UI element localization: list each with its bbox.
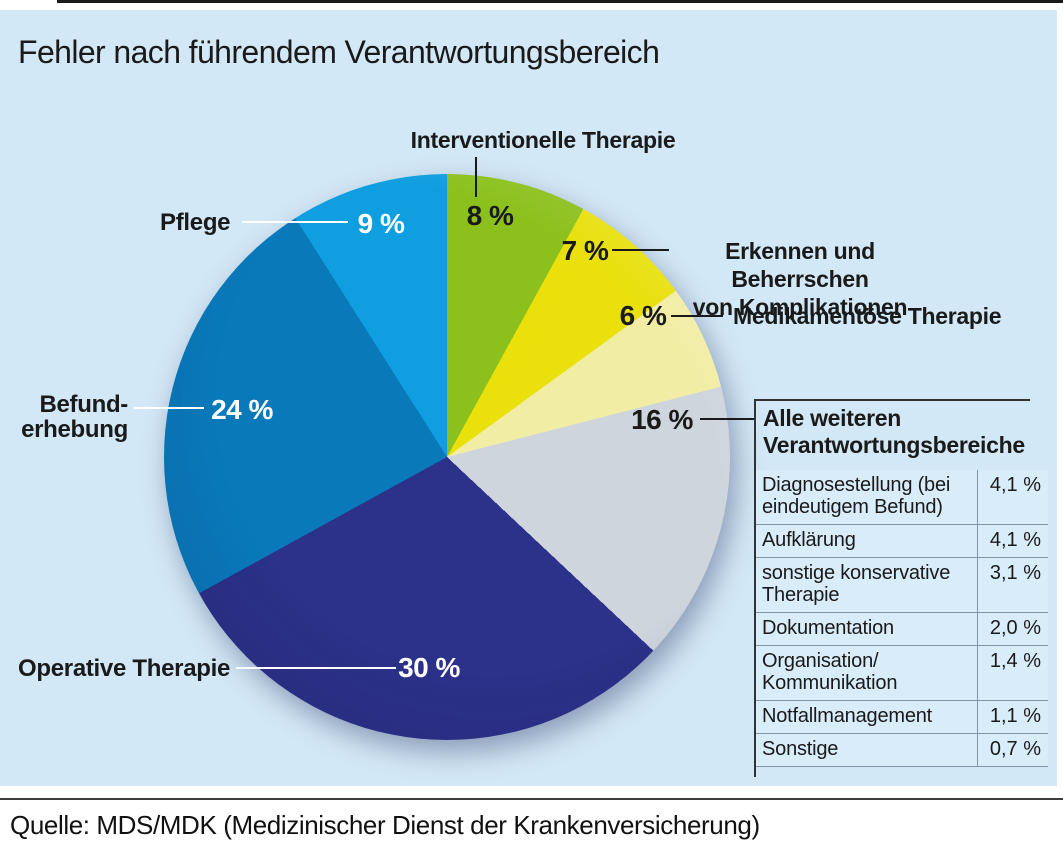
breakdown-table-left-border	[754, 399, 756, 777]
table-row-label: sonstige konservative Therapie	[762, 562, 951, 606]
source-text: Quelle: MDS/MDK (Medizinischer Dienst de…	[10, 810, 760, 840]
leader-line-weitere-bereiche	[700, 418, 754, 420]
pie-slices	[164, 174, 730, 740]
table-row: Dokumentation 2,0 %	[756, 613, 1048, 646]
callout-operative-therapie: Operative Therapie	[18, 655, 231, 682]
pct-label-pflege: 9 %	[357, 208, 405, 239]
table-row-value: 1,4 %	[977, 646, 1048, 700]
table-row-value: 2,0 %	[977, 613, 1048, 645]
callout-medikamentoese-therapie: Medikamentöse Therapie	[733, 303, 1002, 329]
callout-befunderhebung: Befund- erhebung	[21, 391, 128, 443]
table-row: Sonstige 0,7 %	[756, 734, 1048, 767]
leader-line-interventionelle-therapie	[475, 157, 477, 197]
leader-line-operative-therapie	[236, 667, 396, 669]
table-row-value: 0,7 %	[977, 734, 1048, 766]
chart-title: Fehler nach führendem Verantwortungsbere…	[18, 34, 660, 70]
breakdown-table-title: Alle weiteren Verantwortungsbereiche	[763, 405, 1025, 458]
table-row-value: 4,1 %	[977, 525, 1048, 557]
table-row-label: Sonstige	[762, 738, 839, 760]
pct-label-medikamentoese-therapie: 6 %	[619, 300, 667, 331]
pct-label-operative-therapie: 30 %	[398, 652, 460, 683]
table-row: Aufklärung 4,1 %	[756, 525, 1048, 558]
callout-pflege: Pflege	[160, 209, 231, 236]
table-row-label: Aufklärung	[762, 529, 856, 551]
table-row: Diagnosestellung (bei eindeutigem Befund…	[756, 470, 1048, 525]
crop-edge-line	[57, 0, 1063, 3]
leader-line-pflege	[242, 221, 348, 223]
breakdown-table: Diagnosestellung (bei eindeutigem Befund…	[756, 470, 1048, 767]
pie-3d-shading	[164, 174, 730, 740]
pct-label-befunderhebung: 24 %	[211, 394, 273, 425]
pct-label-interventionelle-therapie: 8 %	[466, 200, 514, 231]
leader-line-medikamentoese-therapie	[671, 315, 723, 317]
table-row-label: Organisation/ Kommunikation	[762, 650, 898, 694]
source-divider-line	[0, 798, 1063, 800]
pct-label-weitere-bereiche: 16 %	[631, 404, 693, 435]
table-row: sonstige konservative Therapie 3,1 %	[756, 558, 1048, 613]
table-row-label: Notfallmanagement	[762, 705, 933, 727]
table-row-value: 1,1 %	[977, 701, 1048, 733]
callout-interventionelle-therapie: Interventionelle Therapie	[410, 127, 676, 153]
table-row-value: 3,1 %	[977, 558, 1048, 612]
breakdown-table-top-border	[754, 399, 1030, 401]
pct-label-komplikationen: 7 %	[561, 235, 609, 266]
leader-line-befunderhebung	[134, 407, 204, 409]
leader-line-komplikationen	[612, 249, 669, 251]
table-row-label: Diagnosestellung (bei eindeutigem Befund…	[762, 474, 951, 518]
table-row: Notfallmanagement 1,1 %	[756, 701, 1048, 734]
table-row-label: Dokumentation	[762, 617, 894, 639]
table-row: Organisation/ Kommunikation 1,4 %	[756, 646, 1048, 701]
table-row-value: 4,1 %	[977, 470, 1048, 524]
callout-komplikationen: Erkennen und Beherrschen von Komplikatio…	[692, 238, 908, 320]
pie-chart	[164, 174, 730, 740]
